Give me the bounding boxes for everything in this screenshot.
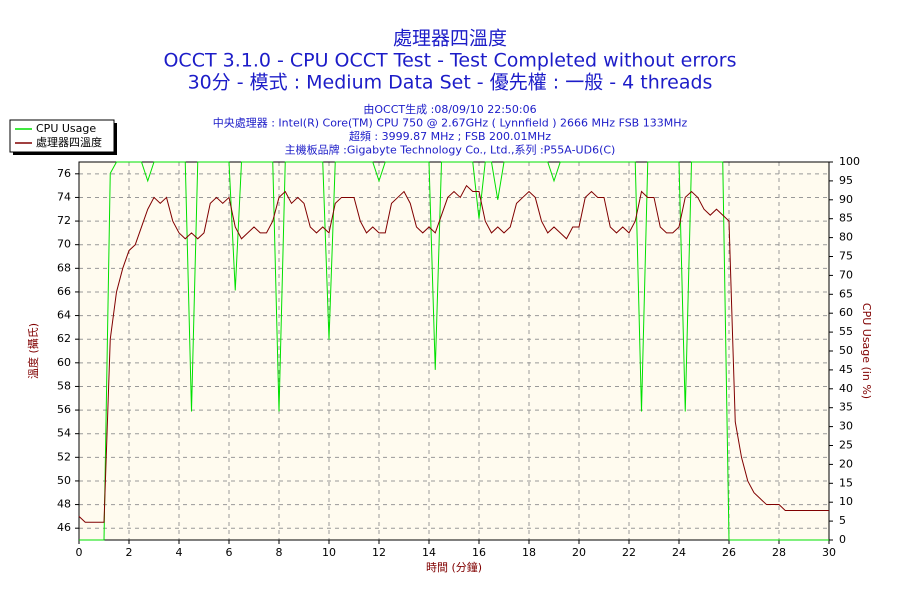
y-tick-label: 68	[57, 261, 71, 274]
x-tick-label: 30	[822, 546, 836, 559]
series-line	[79, 161, 829, 541]
x-tick-label: 2	[126, 546, 133, 559]
y2-tick-label: 50	[839, 344, 853, 357]
y2-tick-label: 75	[839, 250, 853, 263]
y-tick-label: 72	[57, 214, 71, 227]
x-tick-label: 12	[372, 546, 386, 559]
y-tick-label: 52	[57, 450, 71, 463]
y2-tick-label: 40	[839, 382, 853, 395]
y-tick-label: 64	[57, 309, 71, 322]
y2-tick-label: 95	[839, 174, 853, 187]
y2-tick-label: 85	[839, 212, 853, 225]
x-tick-label: 18	[522, 546, 536, 559]
y2-tick-label: 65	[839, 287, 853, 300]
chart-subtitle: 主機板品牌 :Gigabyte Technology Co., Ltd.,系列 …	[285, 143, 616, 157]
x-tick-label: 22	[622, 546, 636, 559]
y-tick-label: 58	[57, 379, 71, 392]
series-line	[78, 184, 829, 523]
y-tick-label: 70	[57, 238, 71, 251]
plot-area	[79, 162, 829, 540]
y2-tick-label: 10	[839, 495, 853, 508]
y2-tick-label: 15	[839, 476, 853, 489]
y2-tick-label: 55	[839, 325, 853, 338]
y2-axis-label: CPU Usage (in %)	[860, 303, 873, 399]
y2-tick-label: 30	[839, 420, 853, 433]
chart-subtitle: 由OCCT生成 :08/09/10 22:50:06	[363, 102, 536, 116]
x-tick-label: 14	[422, 546, 436, 559]
y2-tick-label: 70	[839, 268, 853, 281]
x-tick-label: 26	[722, 546, 736, 559]
x-tick-label: 16	[472, 546, 486, 559]
chart-subtitle: 中央處理器 : Intel(R) Core(TM) CPU 750 @ 2.67…	[213, 116, 688, 130]
x-tick-label: 6	[226, 546, 233, 559]
x-tick-label: 4	[176, 546, 183, 559]
y-tick-label: 46	[57, 521, 71, 534]
y2-tick-label: 5	[839, 514, 846, 527]
legend-label: 處理器四溫度	[36, 135, 102, 149]
x-tick-label: 28	[772, 546, 786, 559]
x-tick-label: 10	[322, 546, 336, 559]
y-tick-label: 54	[57, 427, 71, 440]
y2-tick-label: 45	[839, 363, 853, 376]
chart-subtitle: 超頻 : 3999.87 MHz ; FSB 200.01MHz	[349, 129, 551, 143]
y2-tick-label: 80	[839, 231, 853, 244]
y-tick-label: 48	[57, 498, 71, 511]
x-tick-label: 24	[672, 546, 686, 559]
x-tick-label: 20	[572, 546, 586, 559]
x-tick-label: 8	[276, 546, 283, 559]
y2-tick-label: 90	[839, 193, 853, 206]
y-tick-label: 62	[57, 332, 71, 345]
y-tick-label: 56	[57, 403, 71, 416]
legend-box	[9, 119, 115, 153]
y2-tick-label: 20	[839, 457, 853, 470]
y-tick-label: 76	[57, 167, 71, 180]
y-tick-label: 74	[57, 190, 71, 203]
x-tick-label: 0	[76, 546, 83, 559]
chart-title: 處理器四溫度	[393, 28, 507, 50]
y-tick-label: 50	[57, 474, 71, 487]
y2-tick-label: 25	[839, 439, 853, 452]
y2-tick-label: 60	[839, 306, 853, 319]
y2-tick-label: 0	[839, 533, 846, 546]
chart-title: OCCT 3.1.0 - CPU OCCT Test - Test Comple…	[163, 50, 736, 72]
y2-tick-label: 100	[839, 155, 860, 168]
y-tick-label: 60	[57, 356, 71, 369]
legend-label: CPU Usage	[36, 122, 96, 135]
y-tick-label: 66	[57, 285, 71, 298]
y2-tick-label: 35	[839, 401, 853, 414]
x-axis-label: 時間 (分鐘)	[426, 560, 482, 574]
chart-title: 30分 - 模式 : Medium Data Set - 優先權 : 一般 - …	[188, 72, 713, 94]
y-axis-label: 溫度 (攝氏)	[26, 323, 40, 379]
